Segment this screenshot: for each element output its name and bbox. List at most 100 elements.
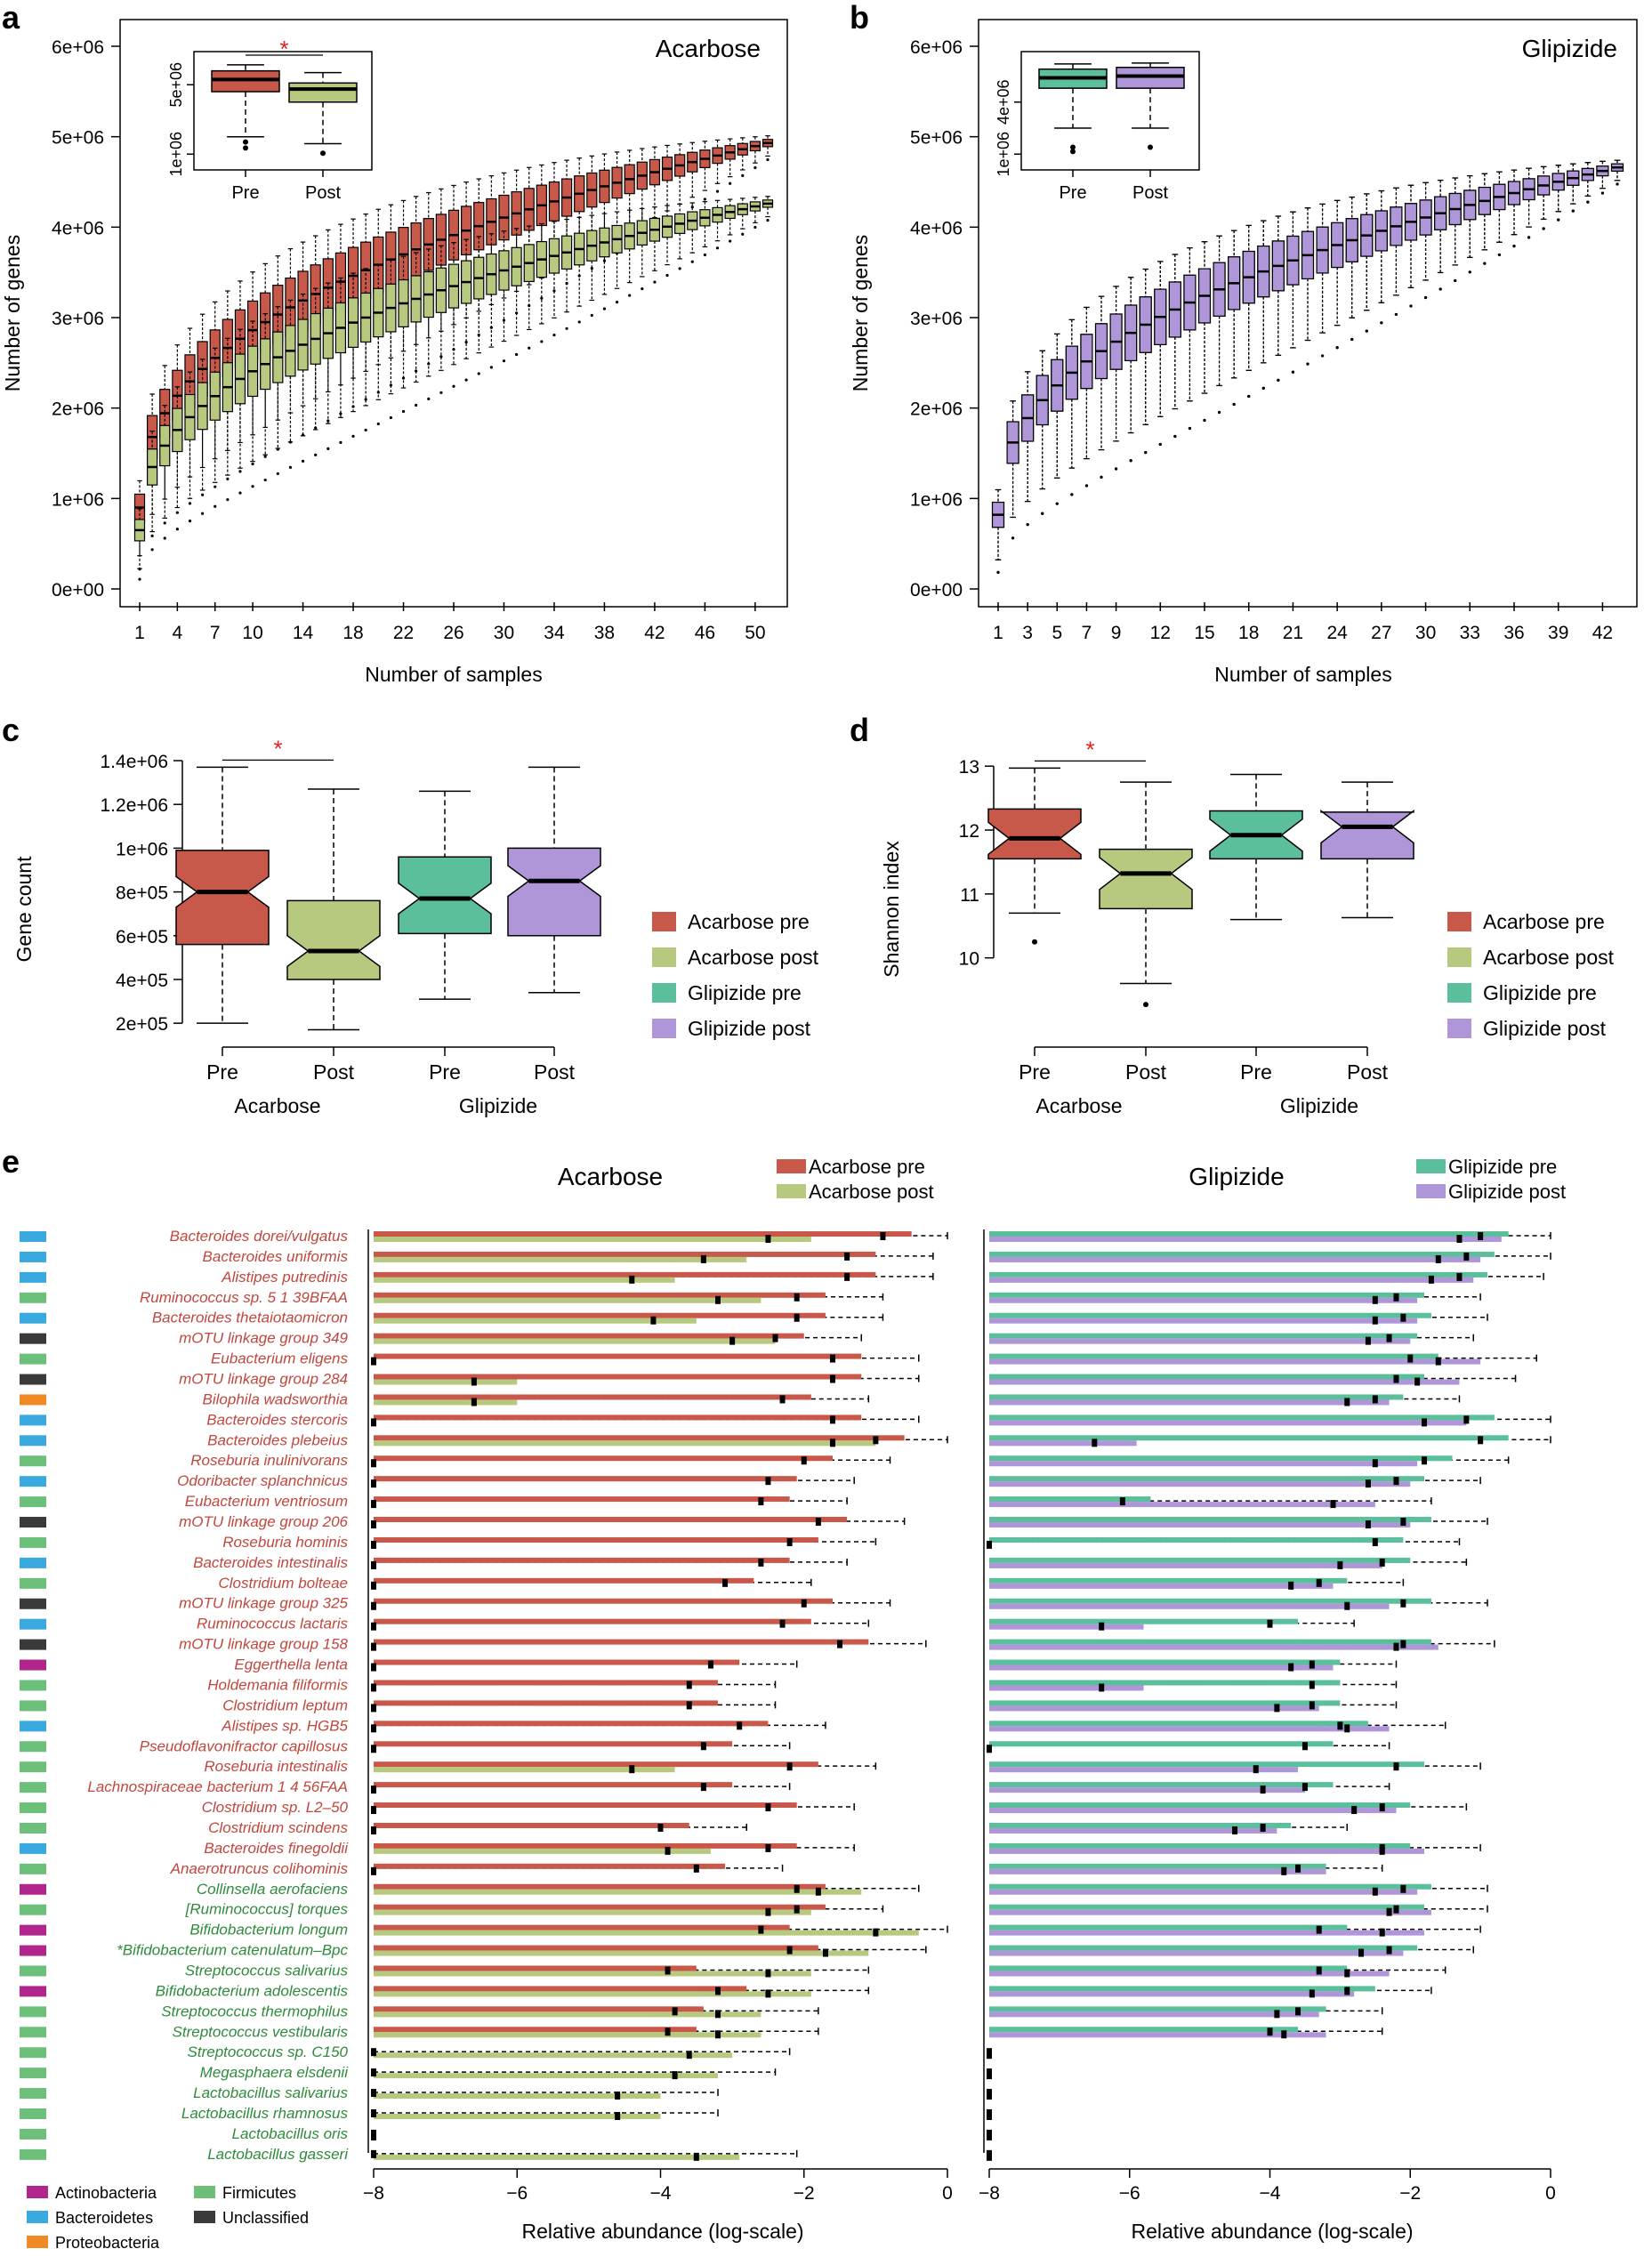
taxon-label: Ruminococcus sp. 5 1 39BFAA (140, 1289, 348, 1306)
y-tick-label: 2e+05 (116, 1014, 168, 1035)
outlier-point (201, 512, 205, 515)
taxon-row: Streptococcus sp. C150 (20, 2043, 992, 2060)
outlier-point (301, 459, 305, 463)
panel-label-e: e (2, 1143, 20, 1180)
outlier-point (1070, 493, 1074, 496)
legend-swatch (777, 1159, 806, 1173)
median-mark (371, 2132, 376, 2140)
glipizide-post-bar (989, 1603, 1390, 1609)
median-mark (1400, 1518, 1406, 1527)
median-mark (1253, 1765, 1259, 1774)
phylum-marker (20, 1435, 46, 1447)
taxon-row: Lactobacillus rhamnosus (20, 2105, 992, 2122)
legend-label: Acarbose pre (809, 1156, 925, 1178)
glipizide-pre-bar (989, 1782, 1334, 1788)
median-mark (672, 2007, 678, 2016)
median-mark (715, 2010, 721, 2019)
taxon-row: Megasphaera elsdenii (20, 2064, 992, 2081)
x-tick-label: 26 (443, 623, 463, 643)
outlier-point (339, 440, 342, 444)
glipizide-post-bar (989, 1583, 1334, 1589)
median-mark (1435, 1357, 1441, 1366)
median-mark (1478, 1232, 1484, 1240)
legend-label: Acarbose pre (1483, 910, 1605, 933)
x-tick-label: 50 (745, 623, 765, 643)
outlier-point (415, 403, 418, 407)
outlier-point (766, 157, 770, 162)
glipizide-pre-bar (989, 1577, 1348, 1584)
outlier-point (1055, 502, 1059, 505)
y-tick-label: 10 (959, 949, 979, 970)
glipizide-pre-bar (989, 1435, 1509, 1441)
outlier-point (251, 485, 254, 488)
x-tick-label: Post (1347, 1060, 1389, 1084)
phylum-marker (20, 1945, 46, 1956)
outlier-point (1454, 278, 1457, 283)
legend-swatch (652, 1019, 676, 1038)
median-mark (765, 1843, 771, 1852)
median-mark (471, 1377, 477, 1386)
acarbose-pre-bar (374, 1965, 697, 1971)
median-mark (1400, 1640, 1406, 1648)
legend-label: Glipizide post (688, 1017, 811, 1040)
phylum-marker (20, 1476, 46, 1487)
phylum-marker (20, 1639, 46, 1650)
taxon-label: Megasphaera elsdenii (200, 2064, 350, 2081)
outlier-point (1217, 410, 1221, 415)
glipizide-pre-bar (989, 1741, 1334, 1747)
outlier-point (489, 366, 493, 369)
taxon-row: mOTU linkage group 325 (20, 1595, 1488, 1612)
panel-e-relative-abundance: Acarbose Glipizide Relative abundance (l… (20, 1156, 1566, 2252)
acarbose-pre-bar (374, 1904, 826, 1910)
glipizide-pre-bar (989, 2006, 1326, 2012)
glipizide-post-bar (989, 1562, 1382, 1568)
phylum-marker (20, 1618, 46, 1630)
acarbose-pre-bar (374, 1598, 833, 1604)
outlier-point (1306, 362, 1310, 366)
y-tick-label: 4e+05 (116, 971, 168, 991)
median-mark (822, 1948, 828, 1957)
glipizide-pre-bar (989, 1618, 1299, 1624)
acarbose-pre-bar (374, 1761, 818, 1768)
outlier-point (1616, 182, 1619, 186)
outlier-point (201, 493, 205, 496)
phylum-marker (20, 1455, 46, 1467)
x-tick-label: 0 (1545, 2183, 1556, 2204)
y-tick-label: 13 (959, 757, 979, 778)
phylum-legend-label: Firmicutes (222, 2184, 296, 2202)
acarbose-pre-bar (374, 1986, 747, 1992)
acarbose-pre-bar (374, 1271, 876, 1278)
taxon-label: mOTU linkage group 284 (179, 1371, 348, 1388)
taxon-row: Bilophila wadsworthia (20, 1390, 1461, 1407)
phylum-legend-label: Bacteroidetes (55, 2209, 153, 2227)
inset-y-tick-label: 5e+06 (167, 62, 185, 108)
glipizide-post-bar (989, 1440, 1137, 1447)
outlier-point (729, 181, 732, 185)
outlier-point (226, 497, 230, 502)
phylum-marker (20, 1517, 46, 1528)
outlier-point (703, 253, 707, 257)
acarbose-post-bar (374, 1950, 869, 1956)
median-mark (371, 1826, 376, 1834)
median-mark (1386, 1334, 1392, 1342)
y-tick-label: 5e+06 (910, 128, 963, 149)
median-mark (650, 1316, 657, 1325)
outlier-point (1438, 287, 1442, 291)
panel-b-rarefaction-glipizide: Glipizide Number of samples Number of ge… (849, 19, 1638, 686)
acarbose-pre-bar (374, 1618, 811, 1624)
x-tick-label: 38 (594, 623, 615, 643)
median-mark (371, 2149, 376, 2158)
median-mark (786, 1762, 793, 1771)
median-mark (1344, 1398, 1350, 1407)
median-mark (1274, 1704, 1280, 1713)
outlier-point (188, 520, 192, 523)
outlier-point (1512, 245, 1516, 248)
outlier-point (1144, 450, 1148, 455)
median-mark (786, 1946, 793, 1955)
median-mark (1316, 1578, 1322, 1587)
median-mark (1386, 1946, 1392, 1955)
x-tick-label: 7 (1082, 623, 1092, 643)
taxon-label: Bacteroides plebeius (207, 1431, 348, 1448)
outlier-point (427, 397, 431, 400)
